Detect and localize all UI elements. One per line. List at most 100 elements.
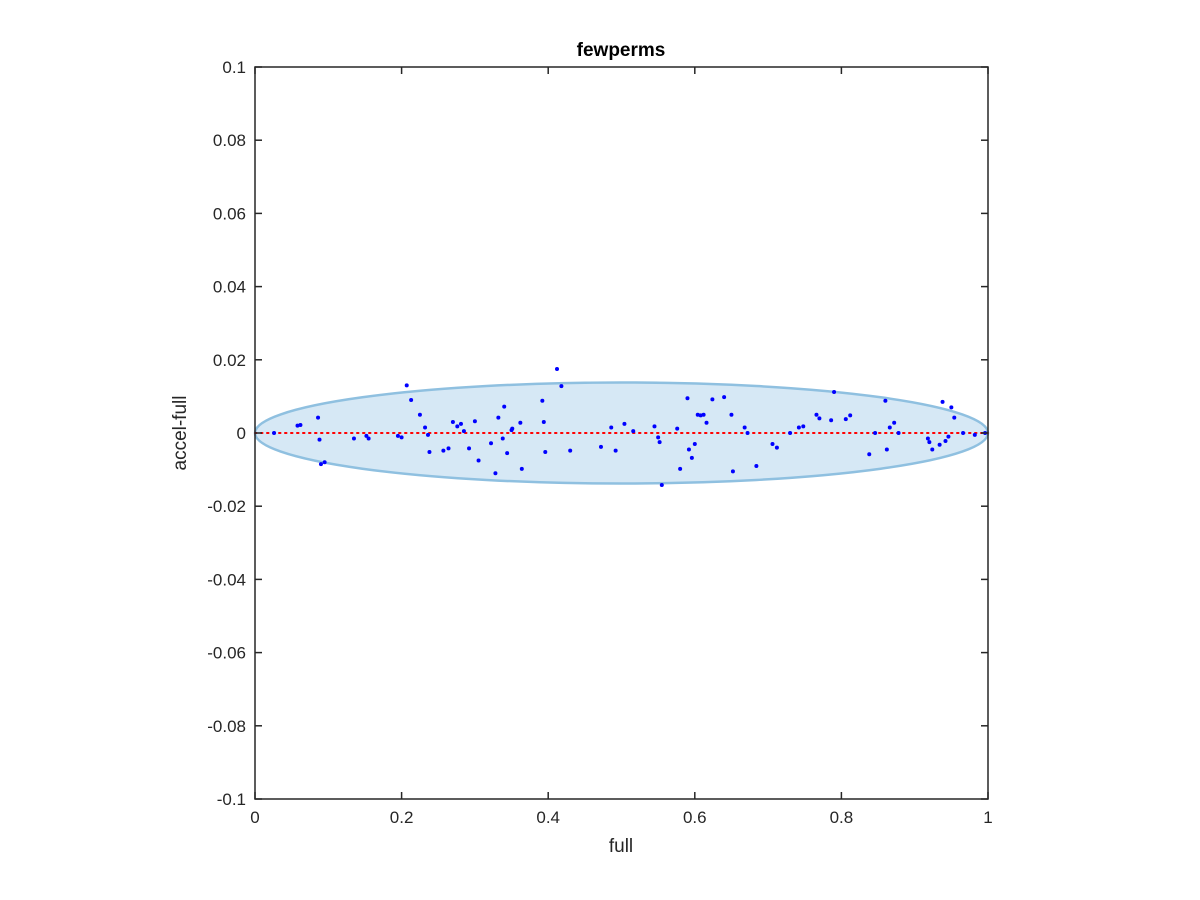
data-point xyxy=(722,395,727,400)
data-point xyxy=(496,415,501,420)
data-point xyxy=(500,436,505,441)
data-point xyxy=(829,418,834,423)
y-tick-label: -0.06 xyxy=(207,644,246,663)
data-point xyxy=(796,425,801,430)
x-tick-label: 0.6 xyxy=(683,808,707,827)
y-tick-label: -0.1 xyxy=(217,790,246,809)
data-point xyxy=(518,420,523,425)
data-point xyxy=(399,435,404,440)
data-point xyxy=(884,447,889,452)
y-tick-label: 0.08 xyxy=(213,131,246,150)
data-point xyxy=(873,431,878,435)
y-tick-label: 0 xyxy=(237,424,246,443)
data-point xyxy=(446,446,451,451)
data-point xyxy=(704,420,709,425)
data-point xyxy=(272,431,277,435)
data-point xyxy=(541,420,546,425)
data-point xyxy=(927,440,932,445)
data-point xyxy=(883,398,888,403)
data-point xyxy=(613,448,618,453)
data-point xyxy=(675,426,680,431)
data-point xyxy=(461,429,466,434)
x-tick-label: 1 xyxy=(983,808,992,827)
data-point xyxy=(409,398,414,403)
data-point xyxy=(848,413,853,418)
data-point xyxy=(652,424,657,429)
data-point xyxy=(832,390,837,395)
data-point xyxy=(417,412,422,417)
x-tick-label: 0.2 xyxy=(390,808,414,827)
data-point xyxy=(692,441,697,446)
data-point xyxy=(887,425,892,430)
data-point xyxy=(467,446,472,451)
data-point xyxy=(476,458,481,463)
data-point xyxy=(472,419,477,424)
data-point xyxy=(770,441,775,446)
data-point xyxy=(493,471,498,476)
data-point xyxy=(519,466,524,471)
data-point xyxy=(710,397,715,402)
data-point xyxy=(366,436,371,441)
y-tick-label: -0.02 xyxy=(207,497,246,516)
data-point xyxy=(943,439,948,444)
data-point xyxy=(554,366,559,371)
data-point xyxy=(814,412,819,417)
data-point xyxy=(685,396,690,401)
data-point xyxy=(502,404,507,409)
y-tick-label: -0.08 xyxy=(207,717,246,736)
data-point xyxy=(788,431,793,435)
x-axis-label: full xyxy=(609,836,633,857)
data-point xyxy=(972,432,977,437)
data-point xyxy=(598,444,603,449)
data-point xyxy=(678,466,683,471)
data-points xyxy=(272,366,988,487)
data-point xyxy=(896,431,901,435)
data-point xyxy=(395,433,400,438)
data-point xyxy=(505,451,510,456)
data-point xyxy=(930,447,935,452)
data-point xyxy=(774,445,779,450)
axis-ticks xyxy=(254,66,989,800)
y-tick-label: -0.04 xyxy=(207,570,246,589)
data-point xyxy=(317,437,322,442)
data-point xyxy=(631,429,636,434)
data-point xyxy=(754,463,759,468)
data-point xyxy=(686,447,691,452)
data-point xyxy=(609,425,614,430)
data-point xyxy=(730,469,735,474)
y-tick-label: 0.06 xyxy=(213,204,246,223)
data-point xyxy=(622,421,627,426)
y-tick-label: 0.04 xyxy=(213,278,246,297)
data-point xyxy=(458,421,463,426)
x-tick-label: 0.4 xyxy=(536,808,560,827)
data-point xyxy=(952,415,957,420)
data-point xyxy=(423,425,428,430)
data-point xyxy=(351,436,356,441)
data-point xyxy=(745,431,750,435)
data-point xyxy=(657,440,662,445)
data-point xyxy=(543,450,548,455)
y-axis-label: accel-full xyxy=(170,396,191,471)
data-point xyxy=(427,450,432,455)
data-point xyxy=(559,384,564,389)
data-point xyxy=(946,434,951,439)
data-point xyxy=(568,448,573,453)
data-point xyxy=(425,432,430,437)
data-point xyxy=(318,462,323,467)
data-point xyxy=(656,435,661,440)
data-point xyxy=(961,431,966,435)
data-point xyxy=(510,426,515,431)
data-point xyxy=(925,436,930,441)
data-point xyxy=(940,399,945,404)
data-point xyxy=(322,460,327,465)
x-tick-label: 0 xyxy=(250,808,259,827)
data-point xyxy=(949,405,954,410)
data-point xyxy=(316,415,321,420)
data-point xyxy=(892,420,897,425)
data-point xyxy=(817,416,822,421)
data-point xyxy=(455,424,460,429)
data-point xyxy=(540,398,545,403)
data-point xyxy=(689,455,694,460)
data-point xyxy=(867,452,872,457)
